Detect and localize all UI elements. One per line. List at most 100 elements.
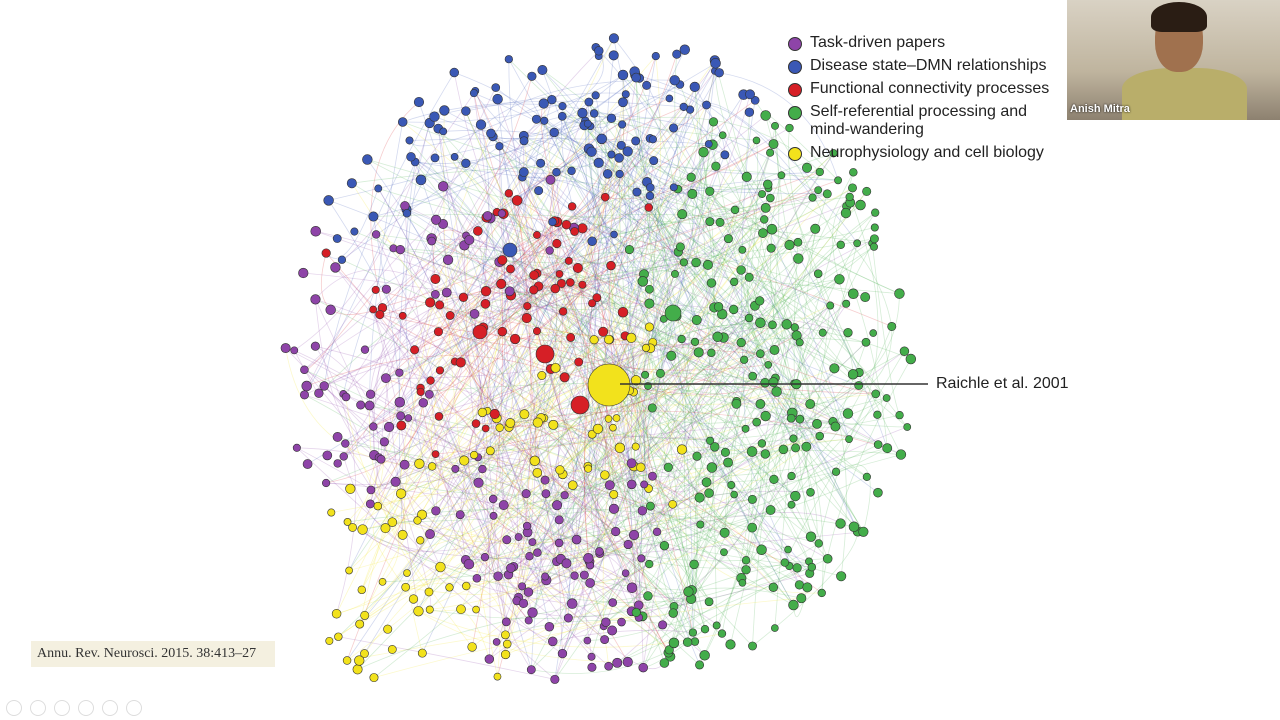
node [541,489,551,499]
edge [523,115,612,137]
edge [635,383,795,447]
edge [709,305,755,353]
edge [331,438,850,513]
node [501,617,511,627]
edge [525,106,684,494]
edge [707,264,887,399]
webcam: Anish Mitra [1067,0,1280,120]
edge [363,401,401,443]
node [478,464,487,474]
node [644,322,654,332]
node [631,607,641,617]
tool-button[interactable] [126,700,142,716]
tool-button[interactable] [78,700,94,716]
node [365,389,376,399]
edge [714,60,763,195]
edge [325,187,769,484]
edge [364,160,655,654]
node [455,510,465,520]
edge [582,284,665,664]
edge [582,228,608,475]
edge [392,454,902,523]
node [801,441,812,452]
edge [439,304,769,371]
edge [475,145,622,610]
edge [382,307,551,370]
node [302,459,313,469]
edge [639,347,689,592]
edge [748,276,860,386]
edge [377,188,546,577]
edge [635,140,698,633]
node [570,227,579,236]
edge [651,112,750,409]
node [431,290,440,299]
edge [373,597,802,678]
edge [439,152,834,371]
node [675,242,685,252]
edge [648,209,736,489]
edge [528,350,905,593]
node [522,521,532,531]
node [451,464,460,473]
node [362,154,373,165]
node [550,674,560,684]
edge [523,94,744,604]
edge [409,103,544,147]
edge [435,324,773,455]
node [760,377,770,388]
node [481,424,490,433]
edge [532,262,685,613]
edge [642,440,711,617]
node [617,617,626,627]
edge [474,454,663,625]
node [903,423,912,431]
edge [587,466,688,643]
node [439,105,450,116]
node [360,345,370,354]
edge [444,110,831,306]
edge [631,228,816,485]
edge [543,417,794,606]
edge [376,234,900,295]
tool-button[interactable] [102,700,118,716]
edge [514,338,606,476]
node [532,417,543,428]
edge [405,173,609,588]
node [842,408,854,419]
node [501,630,510,640]
edge [335,92,475,268]
edge [522,177,557,461]
edge [294,350,557,562]
node [379,437,389,447]
edge [315,299,380,458]
node [525,552,534,561]
edge [706,104,813,198]
node [710,58,721,69]
node [688,628,698,637]
node [280,343,291,354]
node [747,522,758,533]
edge [392,521,637,613]
node [492,93,503,105]
edge [345,235,467,398]
edge [422,402,509,575]
node [519,136,529,146]
node [564,256,573,265]
edge [590,578,694,633]
tool-button[interactable] [6,700,22,716]
node [416,387,425,396]
edge [431,238,597,299]
edge [419,324,773,541]
node [810,223,821,234]
tool-button[interactable] [54,700,70,716]
node [789,434,798,443]
edge [510,268,621,449]
node [826,301,835,310]
edge [543,120,797,385]
tool-button[interactable] [30,700,46,716]
edge [642,453,766,617]
edge [490,217,700,498]
node [438,181,449,192]
node [677,334,686,344]
